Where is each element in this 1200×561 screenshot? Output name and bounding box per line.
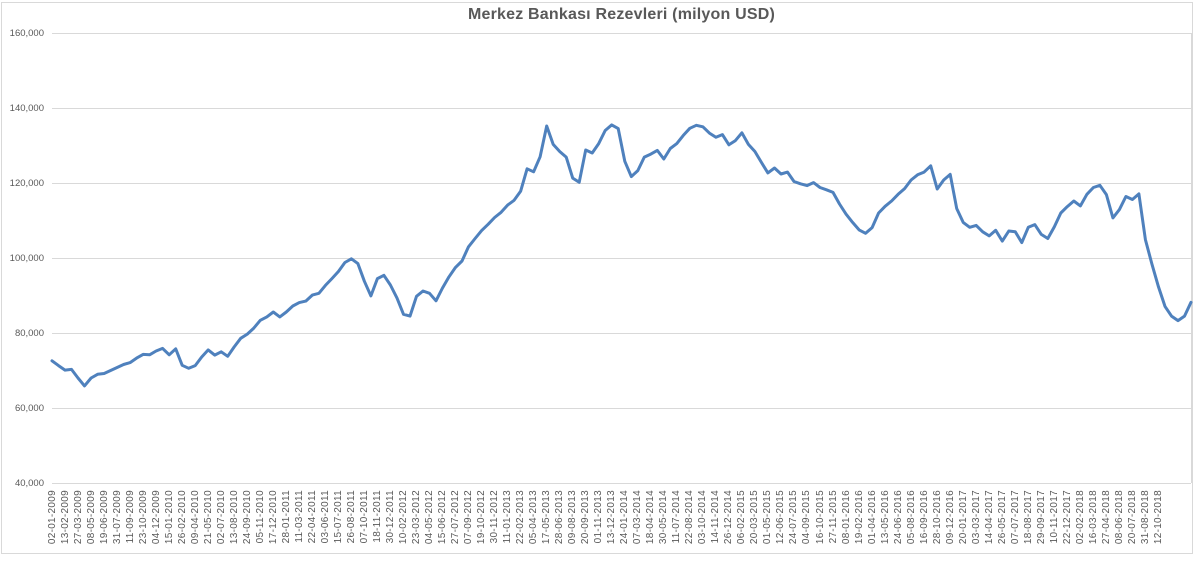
- x-axis-tick-label: 01-11-2013: [593, 490, 605, 544]
- x-axis-tick-label: 28-06-2013: [554, 490, 566, 545]
- x-axis-tick-label: 28-10-2016: [931, 490, 943, 545]
- x-axis-tick-label: 30-12-2011: [384, 490, 396, 544]
- x-axis-tick-label: 10-02-2012: [397, 490, 409, 545]
- x-axis-tick-label: 03-03-2017: [970, 490, 982, 545]
- x-axis-tick-label: 28-01-2011: [280, 490, 292, 544]
- x-axis-tick-label: 30-11-2012: [489, 490, 501, 544]
- x-axis-tick-label: 23-10-2009: [137, 490, 149, 545]
- x-axis-tick-label: 17-05-2013: [541, 490, 553, 545]
- x-axis-tick-label: 15-07-2011: [332, 490, 344, 544]
- x-axis-tick-label: 22-02-2013: [515, 490, 527, 545]
- x-axis-tick-label: 02-02-2018: [1074, 490, 1086, 545]
- reserves-series-line: [50, 123, 1193, 388]
- x-axis-tick-label: 09-12-2016: [944, 490, 956, 545]
- x-axis-tick-label: 15-01-2010: [163, 490, 175, 545]
- y-axis-tick-label: 60,000: [14, 402, 44, 414]
- x-axis-tick-label: 11-09-2009: [124, 490, 136, 544]
- x-axis-tick-label: 26-12-2014: [723, 490, 735, 545]
- x-axis-tick-label: 16-10-2015: [814, 490, 826, 545]
- x-axis-tick-label: 13-05-2016: [879, 490, 891, 545]
- x-axis-tick-label: 05-04-2013: [528, 490, 540, 545]
- x-axis-tick-label: 07-09-2012: [463, 490, 475, 545]
- x-axis-tick-label: 01-04-2016: [866, 490, 878, 545]
- x-axis-tick-label: 16-09-2016: [918, 490, 930, 545]
- x-axis-tick-label: 24-01-2014: [619, 490, 631, 545]
- x-axis-tick-label: 22-04-2011: [306, 490, 318, 544]
- x-axis-tick-label: 02-07-2010: [215, 490, 227, 545]
- y-axis-tick-label: 100,000: [9, 252, 44, 264]
- x-axis-tick-label: 04-05-2012: [423, 490, 435, 545]
- x-axis-tick-label: 09-04-2010: [189, 490, 201, 545]
- x-axis-tick-label: 14-04-2017: [983, 490, 995, 545]
- x-axis-tick-label: 27-07-2012: [450, 490, 462, 545]
- x-axis-tick-label: 19-10-2012: [476, 490, 488, 545]
- x-axis-tick-label: 20-09-2013: [580, 490, 592, 545]
- x-axis-tick-label: 20-01-2017: [957, 490, 969, 545]
- x-axis-tick-label: 08-01-2016: [840, 490, 852, 545]
- x-axis-tick-label: 04-12-2009: [150, 490, 162, 545]
- x-axis-tick-label: 16-03-2018: [1087, 490, 1099, 545]
- x-axis-tick-label: 19-02-2016: [853, 490, 865, 545]
- x-axis-tick-label: 26-02-2010: [176, 490, 188, 545]
- x-axis-tick-label: 31-08-2018: [1139, 490, 1151, 545]
- x-axis-tick-label: 14-11-2014: [710, 490, 722, 544]
- x-axis-tick-label: 08-06-2018: [1113, 490, 1125, 545]
- x-axis-tick-label: 09-08-2013: [567, 490, 579, 545]
- x-axis-tick-label: 22-12-2017: [1061, 490, 1073, 545]
- x-axis-tick-label: 26-08-2011: [345, 490, 357, 544]
- x-axis-tick-label: 27-04-2018: [1100, 490, 1112, 545]
- x-axis-tick-label: 05-11-2010: [254, 490, 266, 544]
- x-axis-tick-label: 24-09-2010: [241, 490, 253, 545]
- x-axis-tick-label: 30-05-2014: [658, 490, 670, 545]
- x-axis-tick-label: 10-11-2017: [1048, 490, 1060, 544]
- x-axis-tick-label: 24-07-2015: [788, 490, 800, 545]
- y-axis-tick-label: 80,000: [14, 327, 44, 339]
- x-axis-tick-label: 02-01-2009: [46, 490, 58, 545]
- x-axis-tick-label: 04-09-2015: [801, 490, 813, 545]
- x-axis-tick-label: 17-12-2010: [267, 490, 279, 545]
- x-axis-tick-label: 18-04-2014: [645, 490, 657, 545]
- x-axis-tick-label: 12-10-2018: [1152, 490, 1164, 545]
- x-axis-tick-label: 12-06-2015: [775, 490, 787, 545]
- x-axis-tick-label: 22-08-2014: [684, 490, 696, 545]
- x-axis-tick-label: 18-08-2017: [1022, 490, 1034, 545]
- x-axis-tick-label: 26-05-2017: [996, 490, 1008, 545]
- x-axis-tick-label: 01-05-2015: [762, 490, 774, 545]
- x-axis-tick-label: 11-01-2013: [502, 490, 514, 544]
- x-axis-tick-label: 24-06-2016: [892, 490, 904, 545]
- x-axis-tick-label: 19-06-2009: [98, 490, 110, 545]
- x-axis-tick-label: 29-09-2017: [1035, 490, 1047, 545]
- x-axis-tick-label: 27-03-2009: [72, 490, 84, 545]
- x-axis-tick-label: 07-07-2017: [1009, 490, 1021, 545]
- x-axis-tick-label: 18-11-2011: [371, 490, 383, 543]
- x-axis-tick-label: 23-03-2012: [410, 490, 422, 545]
- x-axis-tick-label: 21-05-2010: [202, 490, 214, 545]
- x-axis-tick-label: 31-07-2009: [111, 490, 123, 545]
- x-axis-tick-label: 13-02-2009: [59, 490, 71, 545]
- y-axis-tick-label: 40,000: [14, 477, 44, 489]
- x-axis-tick-label: 06-02-2015: [736, 490, 748, 545]
- x-axis-tick-label: 07-03-2014: [632, 490, 644, 545]
- x-axis-tick-label: 15-06-2012: [437, 490, 448, 545]
- x-axis-tick-label: 13-08-2010: [228, 490, 240, 545]
- y-axis-tick-label: 160,000: [9, 27, 44, 39]
- x-axis-tick-label: 20-03-2015: [749, 490, 761, 545]
- chart-border: [1, 2, 1193, 554]
- x-axis-tick-label: 20-07-2018: [1126, 490, 1138, 545]
- x-axis-tick-label: 07-10-2011: [358, 490, 370, 544]
- x-axis-tick-label: 03-06-2011: [319, 490, 331, 544]
- y-axis-tick-label: 120,000: [9, 177, 44, 189]
- y-axis-tick-label: 140,000: [9, 102, 44, 114]
- x-axis-tick-label: 11-03-2011: [293, 490, 305, 543]
- x-axis-tick-label: 05-08-2016: [905, 490, 917, 545]
- chart-title: Merkez Bankası Rezevleri (milyon USD): [467, 6, 776, 23]
- x-axis-tick-label: 03-10-2014: [697, 490, 709, 545]
- x-axis-tick-label: 08-05-2009: [85, 490, 97, 545]
- x-axis-tick-label: 13-12-2013: [606, 490, 618, 545]
- x-axis-tick-label: 27-11-2015: [827, 490, 839, 544]
- x-axis-tick-label: 11-07-2014: [671, 490, 683, 544]
